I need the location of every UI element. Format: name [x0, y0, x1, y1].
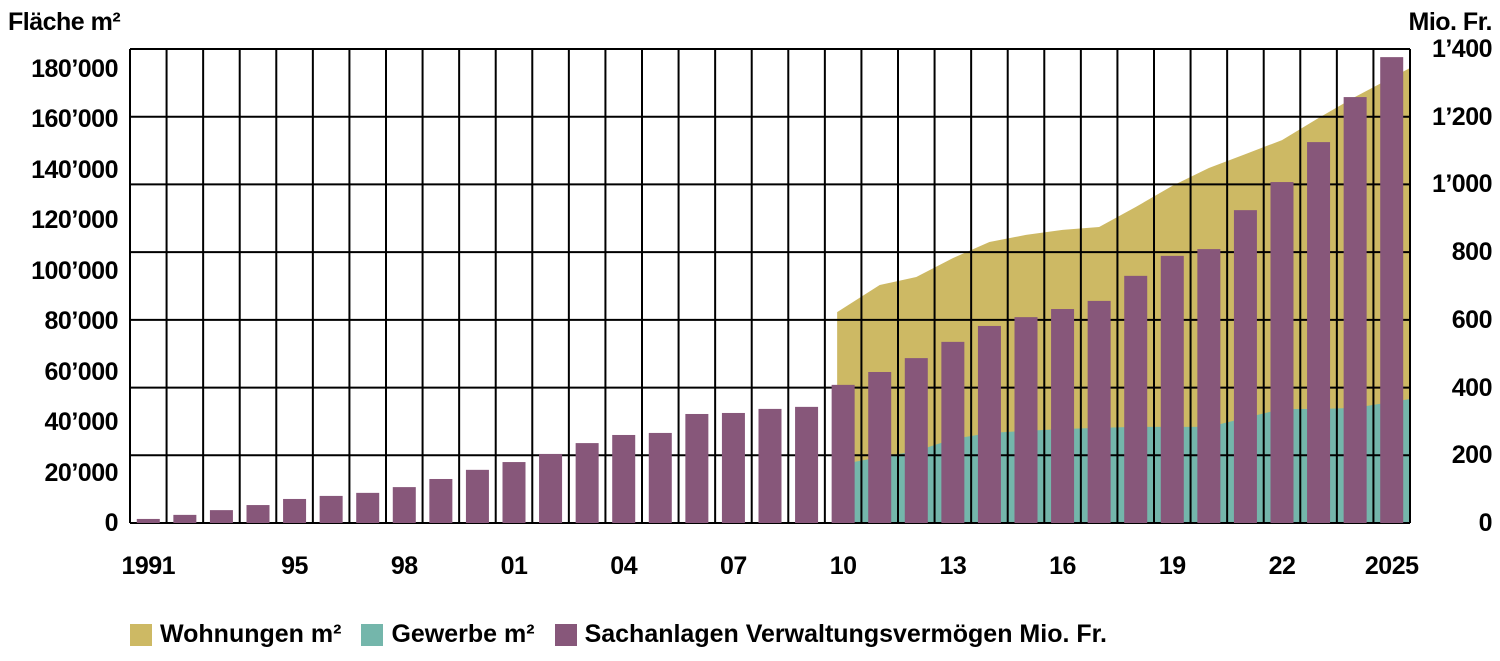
x-tick-label: 07 — [720, 552, 747, 580]
bar-2018 — [1124, 275, 1148, 523]
right-tick-label: 600 — [1451, 305, 1493, 334]
bar-2003 — [575, 443, 599, 523]
legend-item-sachanlagen: Sachanlagen Verwaltungsvermögen Mio. Fr. — [554, 620, 1107, 649]
right-axis-title: Mio. Fr. — [1408, 8, 1493, 36]
x-tick-label: 10 — [829, 552, 857, 580]
bar-1999 — [429, 478, 453, 523]
bar-2008 — [758, 408, 782, 523]
bar-1994 — [246, 505, 270, 523]
bar-2023 — [1307, 142, 1331, 523]
bar-2005 — [648, 432, 672, 523]
bar-2001 — [502, 462, 526, 523]
right-tick-label: 200 — [1451, 441, 1493, 470]
bar-2024 — [1343, 97, 1367, 523]
x-tick-label: 95 — [281, 552, 308, 580]
bar-2012 — [904, 358, 928, 523]
left-tick-label: 140’000 — [31, 155, 118, 184]
bar-2019 — [1160, 255, 1184, 524]
left-tick-label: 60’000 — [44, 357, 119, 386]
bar-2013 — [941, 341, 965, 523]
bar-2015 — [1014, 317, 1038, 523]
bar-2017 — [1087, 300, 1111, 523]
x-tick-label: 19 — [1158, 552, 1186, 580]
legend: Wohnungen m² Gewerbe m² Sachanlagen Verw… — [130, 620, 1127, 649]
bar-1998 — [392, 487, 416, 523]
legend-label: Wohnungen m² — [160, 620, 342, 648]
bar-1991 — [136, 518, 160, 523]
left-tick-label: 160’000 — [31, 105, 118, 133]
left-tick-label: 20’000 — [44, 458, 119, 487]
bar-1992 — [173, 514, 197, 523]
bar-1995 — [283, 498, 307, 523]
legend-label: Gewerbe m² — [391, 620, 535, 648]
legend-item-gewerbe: Gewerbe m² — [361, 620, 535, 649]
bar-2007 — [721, 412, 745, 523]
bar-2014 — [977, 325, 1001, 523]
left-tick-label: 80’000 — [44, 307, 119, 335]
left-tick-label: 40’000 — [44, 408, 119, 436]
bar-2002 — [539, 453, 563, 523]
legend-item-wohnungen: Wohnungen m² — [130, 620, 341, 649]
left-axis-title: Fläche m² — [8, 8, 121, 36]
bar-2006 — [685, 413, 709, 523]
legend-swatch — [361, 623, 384, 646]
bar-2000 — [465, 469, 489, 523]
left-tick-label: 120’000 — [31, 206, 118, 234]
right-tick-label: 1’200 — [1431, 102, 1493, 131]
bar-2011 — [868, 371, 892, 523]
right-tick-label: 800 — [1451, 238, 1493, 267]
bar-2025 — [1380, 57, 1404, 524]
legend-swatch — [554, 623, 577, 646]
bar-2022 — [1270, 182, 1294, 523]
right-tick-label: 1’400 — [1431, 35, 1493, 63]
x-tick-label: 16 — [1049, 552, 1076, 580]
right-tick-label: 400 — [1451, 373, 1493, 402]
bar-2016 — [1051, 309, 1075, 523]
x-tick-label: 98 — [390, 552, 418, 580]
legend-swatch — [130, 623, 152, 646]
x-tick-label: 01 — [500, 552, 528, 580]
x-tick-label: 04 — [610, 552, 638, 580]
right-tick-label: 1’000 — [1431, 170, 1493, 199]
bar-1996 — [319, 495, 343, 523]
right-tick-label: 0 — [1478, 509, 1493, 537]
x-tick-label: 22 — [1268, 552, 1296, 580]
bar-2010 — [831, 384, 855, 523]
legend-label: Sachanlagen Verwaltungsvermögen Mio. Fr. — [584, 620, 1107, 648]
bar-2004 — [612, 434, 636, 523]
bar-2020 — [1197, 249, 1221, 524]
left-tick-label: 100’000 — [31, 256, 118, 285]
bar-1993 — [209, 510, 233, 523]
x-tick-label: 2025 — [1364, 552, 1419, 580]
left-tick-label: 180’000 — [31, 54, 118, 83]
x-tick-label: 1991 — [121, 552, 176, 580]
bar-2009 — [795, 406, 819, 523]
left-tick-label: 0 — [104, 509, 119, 537]
bar-2021 — [1233, 210, 1257, 523]
x-tick-label: 13 — [939, 552, 967, 580]
bar-1997 — [356, 492, 380, 523]
